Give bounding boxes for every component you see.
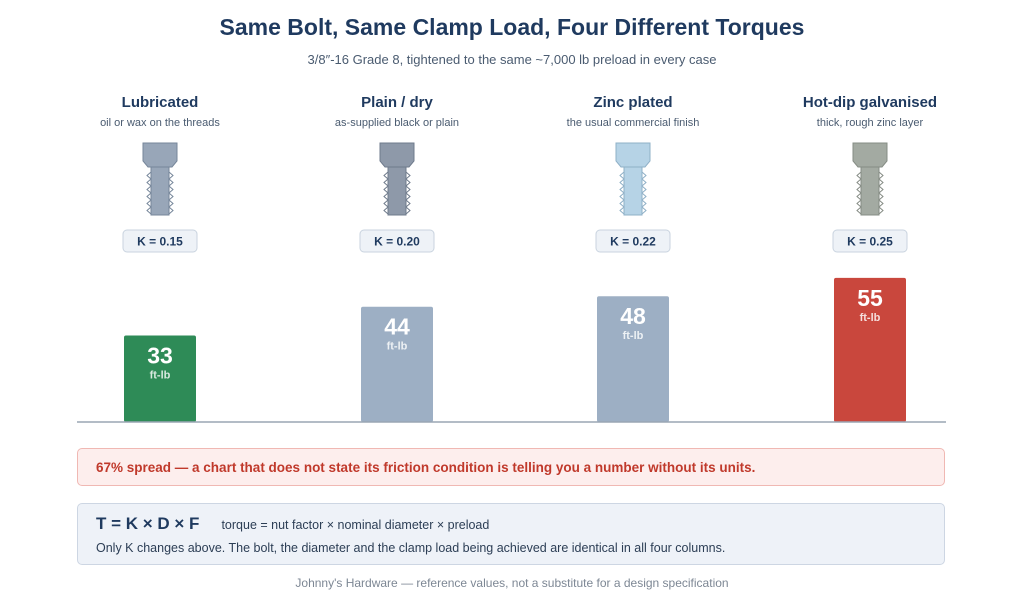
torque-unit-label: ft-lb [150, 370, 171, 382]
bolt-head-icon [852, 142, 888, 168]
category-label: Hot-dip galvanised [803, 94, 937, 111]
bolt-thread-icon [878, 171, 884, 215]
k-factor-badge [359, 229, 435, 253]
category-description: oil or wax on the threads [100, 117, 220, 129]
formula-note: Only K changes above. The bolt, the diam… [96, 541, 726, 555]
footer-note: Johnny's Hardware — reference values, no… [295, 576, 729, 590]
k-factor-label: K = 0.15 [137, 235, 183, 249]
k-factor-label: K = 0.25 [847, 235, 893, 249]
torque-bar [597, 296, 669, 422]
k-factor-badge [832, 229, 908, 253]
torque-value-label: 48 [620, 303, 646, 329]
k-factor-label: K = 0.20 [374, 235, 420, 249]
torque-value-label: 33 [147, 343, 173, 369]
bolt-thread-icon [383, 171, 389, 215]
category-label: Zinc plated [593, 94, 672, 111]
category-description: the usual commercial finish [567, 117, 700, 129]
bolt-thread-icon [619, 171, 625, 215]
bolt-shank-icon [387, 166, 407, 216]
k-factor-badge [595, 229, 671, 253]
bolt-thread-icon [856, 171, 862, 215]
torque-bar [834, 277, 906, 422]
bolt-thread-icon [405, 171, 411, 215]
formula-description: torque = nut factor × nominal diameter ×… [221, 518, 490, 532]
category-description: as-supplied black or plain [335, 117, 459, 129]
torque-formula: T = K × D × F [96, 514, 200, 533]
k-factor-badge [122, 229, 198, 253]
bolt-head-icon [379, 142, 415, 168]
bolt-shank-icon [623, 166, 643, 216]
category-label: Lubricated [122, 94, 199, 111]
torque-unit-label: ft-lb [623, 330, 644, 342]
torque-bar [124, 335, 196, 422]
bolt-shank-icon [860, 166, 880, 216]
torque-bar [361, 306, 433, 422]
bolt-thread-icon [641, 171, 647, 215]
torque-value-label: 44 [384, 314, 410, 340]
bolt-thread-icon [168, 171, 174, 215]
torque-unit-label: ft-lb [860, 312, 881, 324]
category-label: Plain / dry [361, 94, 433, 111]
formula-panel: T = K × D × F torque = nut factor × nomi… [77, 503, 945, 565]
chart-title: Same Bolt, Same Clamp Load, Four Differe… [219, 14, 805, 40]
bolt-head-icon [142, 142, 178, 168]
bolt-head-icon [615, 142, 651, 168]
torque-bar-chart: Lubricated oil or wax on the threads K = 0… [77, 94, 946, 423]
torque-value-label: 55 [857, 285, 883, 311]
chart-subtitle: 3/8″-16 Grade 8, tightened to the same ~… [307, 52, 717, 67]
k-factor-label: K = 0.22 [610, 235, 656, 249]
spread-callout: 67% spread — a chart that does not state… [77, 448, 945, 486]
bolt-thread-icon [146, 171, 152, 215]
spread-callout-text: 67% spread — a chart that does not state… [96, 459, 756, 475]
torque-unit-label: ft-lb [387, 341, 408, 353]
bolt-shank-icon [150, 166, 170, 216]
category-description: thick, rough zinc layer [817, 117, 924, 129]
